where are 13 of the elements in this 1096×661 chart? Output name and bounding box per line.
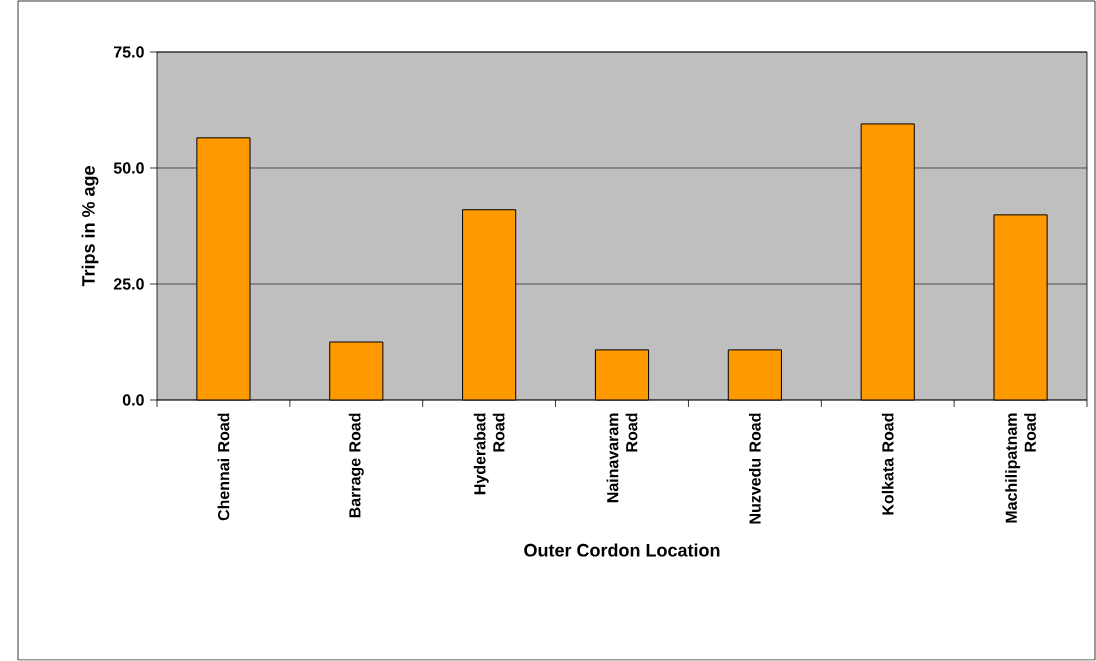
- x-tick-label: Nainavaram Road: [606, 413, 638, 503]
- y-tick-label: 25.0: [113, 278, 144, 290]
- y-tick-label: 50.0: [113, 162, 144, 174]
- y-tick-label: 75.0: [114, 46, 144, 58]
- y-axis-title: Trips in % age: [81, 166, 99, 287]
- x-tick-label: Hyderabad Road: [473, 413, 505, 495]
- y-tick-label: 0.0: [122, 394, 144, 406]
- x-tick-label: Barrage Road: [348, 413, 364, 518]
- x-axis-title: Outer Cordon Location: [524, 543, 720, 557]
- x-tick-label: Nuzvedu Road: [748, 413, 761, 524]
- x-tick-label: Kolkata Road: [881, 413, 894, 515]
- x-tick-label: Machilipatnam Road: [1005, 413, 1036, 523]
- x-tick-label: Chennai Road: [217, 413, 230, 521]
